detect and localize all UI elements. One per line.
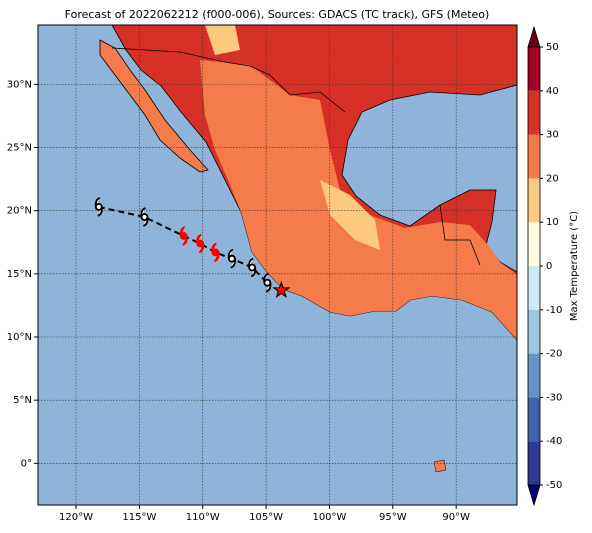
- y-tick-label: 5°N: [13, 395, 32, 406]
- storm-symbol: [227, 248, 236, 269]
- colorbar-band: [528, 47, 540, 91]
- x-tick-label: 120°W: [59, 512, 93, 523]
- colorbar-under: [527, 484, 541, 507]
- map-frame: [37, 24, 518, 506]
- storm-symbol: [140, 207, 149, 227]
- colorbar-tick-label: -40: [546, 436, 562, 447]
- warm-interior: [200, 60, 517, 340]
- x-tick-label: 115°W: [122, 512, 156, 523]
- y-tick-label: 30°N: [7, 79, 32, 90]
- colorbar-tick-label: -50: [546, 480, 562, 491]
- colorbar-tick-label: 0: [546, 261, 552, 272]
- y-tick-label: 25°N: [7, 143, 32, 154]
- colorbar-band: [528, 178, 540, 223]
- colorbar-band: [528, 90, 540, 135]
- x-tick-label: 110°W: [186, 512, 220, 523]
- border: [111, 47, 481, 266]
- hot-interior: [205, 25, 380, 250]
- x-tick-label: 100°W: [312, 512, 346, 523]
- colorbar-tick-label: 40: [546, 86, 559, 97]
- y-tick-label: 0°: [21, 458, 32, 469]
- colorbar-band: [528, 441, 540, 485]
- colorbar-tick-label: 50: [546, 42, 559, 53]
- colorbar-band: [528, 397, 540, 442]
- x-tick-label: 95°W: [379, 512, 407, 523]
- current-position: [272, 280, 291, 298]
- colorbar-label: Max Temperature (°C): [569, 211, 580, 321]
- storm-symbol: [179, 226, 188, 246]
- storm-symbol: [248, 257, 257, 278]
- colorbar-tick-label: -30: [546, 392, 562, 403]
- colorbar-band: [528, 222, 540, 266]
- x-tick-label: 90°W: [442, 512, 470, 523]
- colorbar-tick-label: -10: [546, 305, 562, 316]
- baja-california: [99, 39, 209, 173]
- x-tick-label: 105°W: [249, 512, 283, 523]
- y-tick-label: 15°N: [7, 269, 32, 280]
- colorbar-band: [528, 353, 540, 398]
- galapagos: [433, 459, 447, 473]
- colorbar-tick-label: 10: [546, 217, 559, 228]
- title: Forecast of 2022062212 (f000-006), Sourc…: [65, 8, 490, 21]
- y-tick-label: 20°N: [7, 206, 32, 217]
- colorbar-tick-label: 30: [546, 130, 559, 141]
- colorbar-band: [528, 309, 540, 354]
- colorbar-tick-label: 20: [546, 173, 559, 184]
- colorbar-tick-label: -20: [546, 349, 562, 360]
- colorbar-over: [527, 25, 541, 48]
- y-tick-label: 10°N: [7, 332, 32, 343]
- storm-symbol: [196, 233, 205, 254]
- colorbar-band: [528, 134, 540, 179]
- colorbar-band: [528, 266, 540, 310]
- map-area: [38, 25, 517, 505]
- storm-symbol: [94, 197, 103, 217]
- storm-symbol: [263, 272, 272, 293]
- storm-symbol: [211, 242, 220, 263]
